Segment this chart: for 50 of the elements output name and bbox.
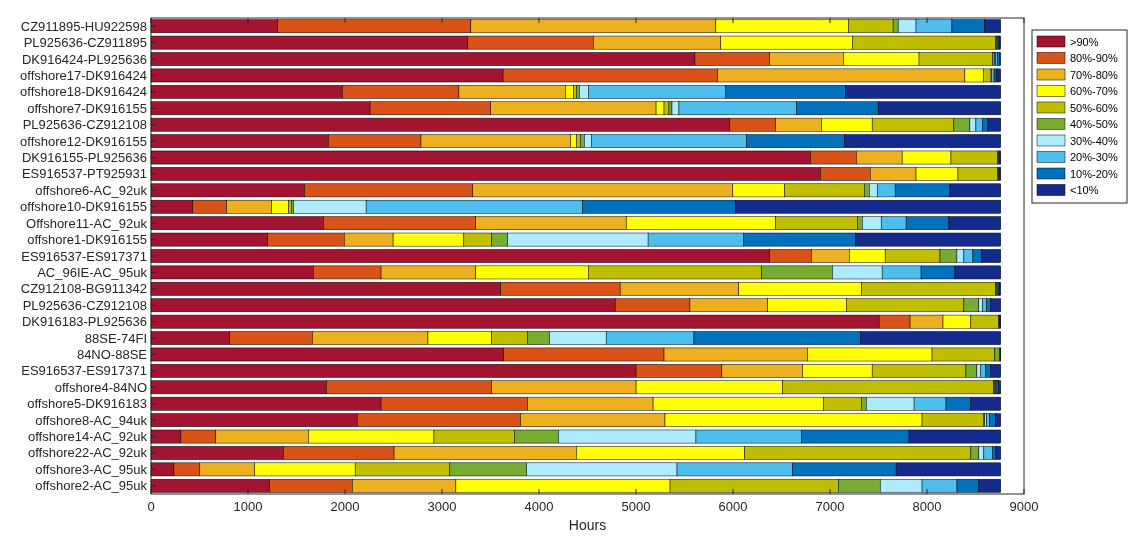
y-tick-label: ES916537-ES917371	[21, 248, 147, 264]
y-tick-label: offshore6-AC_92uk	[35, 182, 148, 198]
y-tick-label: 84NO-88SE	[76, 346, 148, 362]
y-tick-label: offshore14-AC_92uk	[27, 429, 148, 445]
legend-label: 20%-30%	[1070, 151, 1118, 163]
y-tick-label: offshore2-AC_95uk	[35, 478, 148, 494]
x-tick-label: 2000	[330, 499, 360, 514]
y-tick-label: offshore12-DK916155	[20, 133, 147, 149]
x-tick-label: 0	[147, 499, 155, 514]
y-tick-label: offshore7-DK916155	[27, 100, 147, 116]
y-tick-label: offshore5-DK916183	[27, 396, 147, 412]
y-tick-label: offshore18-DK916424	[20, 84, 147, 100]
y-tick-label: CZ911895-HU922598	[20, 18, 147, 34]
legend-label: 40%-50%	[1070, 118, 1118, 130]
y-tick-label: Offshore11-AC_92uk	[26, 215, 148, 231]
y-tick-label: offshore1-DK916155	[27, 232, 147, 248]
legend-label: 80%-90%	[1070, 52, 1118, 64]
y-tick-label: 88SE-74FI	[84, 330, 147, 346]
x-tick-label: 4000	[524, 499, 554, 514]
y-tick-label: offshore10-DK916155	[20, 199, 147, 215]
legend-label: 60%-70%	[1070, 85, 1118, 97]
y-tick-label: ES916537-PT925931	[21, 166, 147, 182]
y-tick-label: PL925636-CZ911895	[23, 35, 147, 51]
y-tick-label: PL925636-CZ912108	[22, 117, 147, 133]
y-tick-label: offshore8-AC_94uk	[35, 412, 148, 428]
y-tick-label: offshore3-AC_95uk	[35, 461, 148, 477]
y-tick-label: DK916183-PL925636	[21, 314, 147, 330]
y-tick-label: PL925636-CZ912108	[22, 297, 147, 313]
y-tick-label: offshore4-84NO	[54, 379, 147, 395]
legend-label: 50%-60%	[1070, 101, 1118, 114]
y-tick-label: ES916537-ES917371	[21, 363, 147, 379]
y-tick-label: offshore17-DK916424	[20, 67, 147, 83]
x-tick-label: 3000	[427, 499, 457, 514]
x-tick-label: 5000	[621, 499, 651, 514]
legend-label: 70%-80%	[1070, 68, 1118, 81]
x-tick-label: 1000	[233, 499, 263, 514]
x-tick-label: 9000	[1009, 499, 1039, 514]
x-tick-label: 8000	[912, 499, 942, 514]
legend-label: 10%-20%	[1070, 167, 1118, 180]
y-tick-label: CZ912108-BG911342	[20, 281, 147, 297]
y-tick-label: DK916424-PL925636	[21, 51, 147, 67]
x-tick-label: 6000	[718, 499, 748, 514]
legend-label: <10%	[1070, 184, 1099, 196]
y-tick-label: DK916155-PL925636	[21, 150, 147, 166]
y-tick-label: offshore22-AC_92uk	[27, 445, 148, 461]
legend-label: 30%-40%	[1070, 134, 1118, 147]
legend-label: >90%	[1070, 35, 1099, 48]
y-tick-label: AC_96IE-AC_95uk	[37, 264, 148, 280]
x-tick-label: 7000	[815, 499, 845, 514]
x-axis-title: Hours	[568, 517, 607, 533]
